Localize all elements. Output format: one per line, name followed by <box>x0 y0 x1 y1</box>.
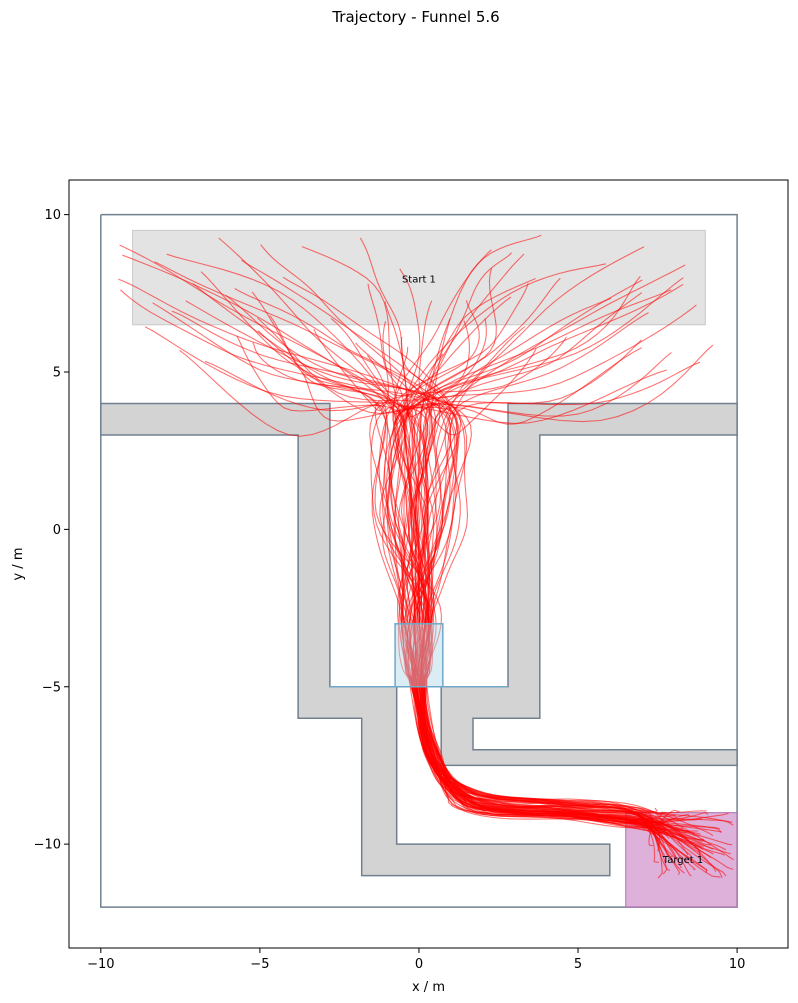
x-tick-label: −10 <box>87 957 114 972</box>
x-tick-label: 10 <box>729 957 746 972</box>
target-area-label: Target 1 <box>662 855 703 866</box>
y-tick-label: −5 <box>42 680 61 695</box>
y-tick-label: 10 <box>44 208 61 223</box>
trajectory-line <box>200 271 734 861</box>
region-labels: Start 1 Target 1 <box>402 274 703 866</box>
x-tick-label: 0 <box>415 957 423 972</box>
plot-area: Start 1 Target 1 <box>100 213 738 908</box>
axes-frame <box>68 179 789 949</box>
trajectory-line <box>410 320 731 855</box>
wall <box>440 402 738 767</box>
y-tick-label: 5 <box>53 366 61 381</box>
start-area-label: Start 1 <box>402 274 436 285</box>
trajectory-line <box>282 276 677 860</box>
y-axis-ticks: −10 −5 0 5 10 <box>34 208 69 853</box>
trajectory-line <box>420 252 721 878</box>
x-tick-label: −5 <box>250 957 269 972</box>
trajectory-line <box>269 315 714 850</box>
trajectories-layer <box>118 234 734 879</box>
y-axis-label: y / m <box>11 547 26 580</box>
x-axis-ticks: −10 −5 0 5 10 <box>87 948 745 972</box>
trajectory-line <box>122 254 691 828</box>
y-tick-label: 0 <box>53 523 61 538</box>
x-tick-label: 5 <box>574 957 582 972</box>
y-tick-label: −10 <box>34 838 61 853</box>
funnel-rect <box>394 623 444 688</box>
areas-layer <box>132 229 738 908</box>
funnel-layer <box>329 623 509 688</box>
chart-title: Trajectory - Funnel 5.6 <box>331 8 499 26</box>
x-axis-label: x / m <box>412 980 445 995</box>
